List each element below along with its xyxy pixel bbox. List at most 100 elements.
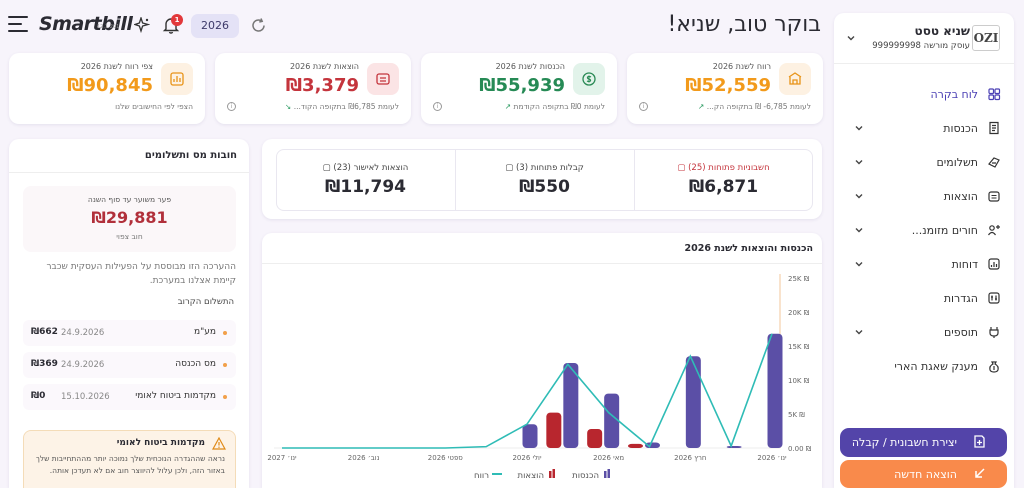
trend-arrow-icon: ↗ [504, 102, 512, 111]
income-bar [522, 424, 538, 448]
legend-swatch [549, 471, 552, 478]
forecast-icon [161, 63, 193, 95]
sidebar-item[interactable]: דוחות [834, 250, 1014, 278]
sidebar-item-label: דוחות [951, 257, 978, 271]
chevron-down-icon[interactable] [854, 259, 864, 269]
create-invoice-button[interactable]: יצירת חשבונית / קבלה [840, 428, 1007, 457]
sidebar-item-label: הכנסות [943, 121, 978, 135]
tax-payment-row[interactable]: מע"מ 24.9.2026 ₪662 [23, 320, 236, 346]
y-tick-label: 20K ₪ [788, 309, 810, 317]
sidebar-item[interactable]: הכנסות [834, 114, 1014, 142]
chevron-down-icon[interactable] [854, 191, 864, 201]
open-document-summary[interactable]: קבלות פתוחות (3) ▢ ₪550 [455, 149, 634, 211]
trend-arrow-icon: ↘ [285, 102, 292, 111]
sidebar-item[interactable]: מענק שאגת הארי [834, 352, 1014, 380]
chevron-down-icon[interactable] [854, 225, 864, 235]
sidebar-item-label: חורים מזומנ... [911, 223, 978, 237]
expense-icon [367, 63, 399, 95]
chevron-down-icon[interactable] [854, 157, 864, 167]
income-bar [685, 356, 701, 448]
forecast-title: פער משוער עד סוף השנה [87, 195, 172, 204]
chart-title: הכנסות והוצאות לשנת 2026 [684, 243, 813, 254]
warning-box: מקדמות ביטוח לאומי נראה שההגדרה הנוכחית … [23, 430, 236, 488]
stat-title: רווח לשנת 2026 [712, 62, 771, 71]
app-logo[interactable]: Smartbill [8, 12, 133, 36]
info-icon[interactable]: i [227, 102, 236, 111]
income-expense-chart-card [262, 233, 822, 488]
stat-title: צפי רווח לשנת 2026 [80, 62, 153, 71]
year-selector[interactable]: 2026 [191, 14, 239, 38]
sidebar-item[interactable]: לוח בקרה [834, 80, 1014, 108]
document-icon: ▢ [677, 163, 686, 173]
refresh-icon[interactable] [250, 17, 267, 34]
sidebar-item-label: תשלומים [936, 155, 978, 169]
warning-icon [212, 437, 226, 450]
stat-value: ₪3,379 [285, 75, 359, 96]
notification-badge: 1 [171, 14, 183, 26]
open-doc-value: ₪550 [519, 177, 570, 197]
open-document-summary[interactable]: חשבוניות פתוחות (25) ▢ ₪6,871 [634, 149, 813, 211]
open-documents-frame [276, 149, 813, 211]
stat-card[interactable]: צפי רווח לשנת 2026 ₪90,845 הצפי לפי החישוב… [9, 53, 205, 124]
tax-payment-row[interactable]: מס הכנסה 24.9.2026 ₪369 [23, 352, 236, 378]
new-expense-button[interactable]: הוצאה חדשה [840, 460, 1007, 488]
stat-card[interactable]: רווח לשנת 2026 ₪52,559 לעומת ‎-6,785 ₪ בתק… [627, 53, 823, 124]
x-tick-label: חרץ 2026 [674, 454, 706, 462]
chevron-down-icon[interactable] [854, 123, 864, 133]
sparkle-icon[interactable] [134, 17, 150, 33]
stat-title: הכנסות לשנת 2026 [495, 62, 565, 71]
brand-version: 12.1.201 [97, 24, 120, 30]
expenses-icon [988, 191, 1000, 202]
chevron-down-icon[interactable] [846, 33, 856, 43]
plugin-icon [989, 327, 999, 338]
open-document-summary[interactable]: הוצאות לאישור (23) ▢ ₪11,794 [276, 149, 455, 211]
open-doc-title-text: חשבוניות פתוחות (25) [688, 163, 770, 173]
sidebar-item-label: מענק שאגת הארי [894, 359, 978, 373]
receipt-icon [989, 121, 999, 135]
legend-label: הוצאות [518, 471, 545, 481]
sidebar-item-label: הוצאות [943, 189, 978, 203]
y-tick-label: 10K ₪ [788, 377, 810, 385]
x-tick-label: מאי 2026 [593, 454, 624, 462]
business-logo: OZI [972, 25, 1000, 51]
next-payment-label: התשלום הקרוב [177, 297, 234, 307]
sidebar-item[interactable]: חורים מזומנ... [834, 216, 1014, 244]
sidebar-item[interactable]: תשלומים [834, 148, 1014, 176]
sidebar-item-label: לוח בקרה [930, 87, 979, 101]
payment-date: 24.9.2026 [61, 360, 105, 370]
trend-arrow-icon: ↗ [698, 102, 705, 111]
menu-icon[interactable] [8, 12, 34, 36]
stat-footer-text: הצפי לפי החישובים שלנו [115, 102, 193, 111]
expense-bar [628, 443, 643, 448]
stat-card[interactable]: הוצאות לשנת 2026 ₪3,379 לעומת ₪6,785 בתקופ… [215, 53, 411, 124]
sidebar-item[interactable]: תוספים [834, 318, 1014, 346]
document-icon: ▢ [505, 163, 514, 173]
tax-payment-row[interactable]: מקדמות ביטוח לאומי 15.10.2026 ₪0 [23, 384, 236, 410]
sidebar-item[interactable]: הוצאות [834, 182, 1014, 210]
new-document-icon [974, 435, 985, 448]
x-tick-label: ינו׳ 2027 [267, 454, 297, 462]
stat-footer-text: לעומת ₪0 בתקופה הקודמת [513, 102, 605, 111]
expense-bar [587, 428, 603, 448]
customers-icon [988, 225, 1000, 236]
chevron-down-icon[interactable] [854, 327, 864, 337]
warning-text: נראה שההגדרה הנוכחית שלך נמוכה יותר מההת… [35, 454, 225, 475]
stat-value: ₪52,559 [685, 75, 771, 96]
divider [262, 263, 822, 264]
divider [455, 149, 456, 211]
legend-label: הכנסות [572, 471, 599, 481]
y-tick-label: 15K ₪ [788, 343, 810, 351]
info-icon[interactable]: i [639, 102, 648, 111]
open-documents-card [262, 139, 822, 219]
brand-name: Smartbill [39, 12, 133, 35]
payment-amount: ₪662 [31, 327, 58, 337]
taxes-title: חובות מס ותשלומים [144, 150, 237, 161]
info-icon[interactable]: i [433, 102, 442, 111]
user-name[interactable]: שניא טסט [914, 24, 970, 38]
sidebar-item[interactable]: הגדרות [834, 284, 1014, 312]
income-expense-chart: 0.00 ₪ 5K ₪ 10K ₪ 15K ₪ 20K ₪ 25K ₪ ינו׳ 2026 ח… [267, 274, 812, 481]
forecast-subtitle: חוב צפוי [116, 232, 143, 241]
stat-card[interactable]: הכנסות לשנת 2026 ₪55,939 לעומת ₪0 בתקופה ה… [421, 53, 617, 124]
arrow-down-left-icon [975, 468, 985, 478]
bullet-icon [223, 395, 227, 399]
